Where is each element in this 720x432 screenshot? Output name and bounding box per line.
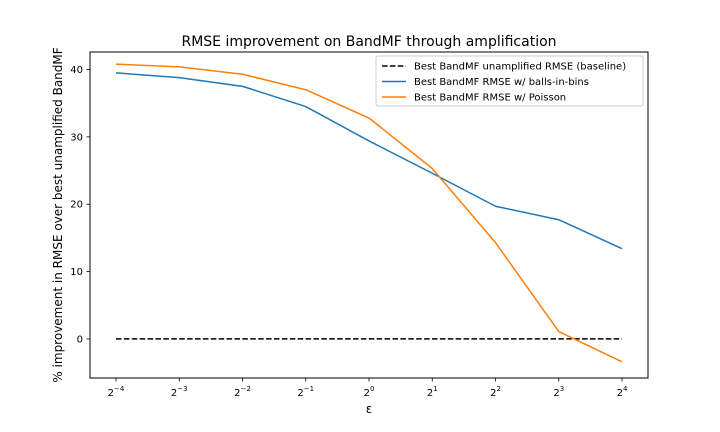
x-tick-label: 22 [490, 385, 501, 399]
legend-label-2: Best BandMF RMSE w/ Poisson [414, 93, 566, 104]
series-line-1 [115, 72, 623, 250]
y-tick-label: 20 [70, 200, 83, 211]
legend-label-0: Best BandMF unamplified RMSE (baseline) [414, 62, 626, 73]
series-line-2 [115, 63, 623, 363]
x-axis-ticks: 2−4 2−3 2−2 2−1 20 21 22 23 24 [108, 378, 628, 399]
y-tick-label: 30 [70, 132, 83, 143]
x-tick-label: 2−4 [108, 385, 125, 399]
legend: Best BandMF unamplified RMSE (baseline) B… [375, 55, 644, 107]
x-tick-label: 20 [364, 385, 375, 399]
y-tick-label: 40 [70, 65, 83, 76]
x-tick-label: 2−1 [297, 385, 314, 399]
x-tick-label: 21 [427, 385, 438, 399]
y-axis-ticks: 0 10 20 30 40 [70, 65, 90, 345]
x-tick-label: 2−2 [234, 385, 251, 399]
x-tick-label: 24 [617, 385, 628, 399]
chart-title: RMSE improvement on BandMF through ampli… [181, 34, 556, 50]
x-axis-label: ε [366, 402, 373, 416]
legend-label-1: Best BandMF RMSE w/ balls-in-bins [414, 77, 589, 88]
y-axis-label: % improvement in RMSE over best unamplif… [51, 47, 65, 382]
x-tick-label: 23 [553, 385, 564, 399]
y-tick-label: 0 [77, 334, 83, 345]
x-tick-label: 2−3 [171, 385, 188, 399]
plot-lines [115, 63, 623, 363]
y-tick-label: 10 [70, 267, 83, 278]
legend-box [375, 55, 644, 107]
